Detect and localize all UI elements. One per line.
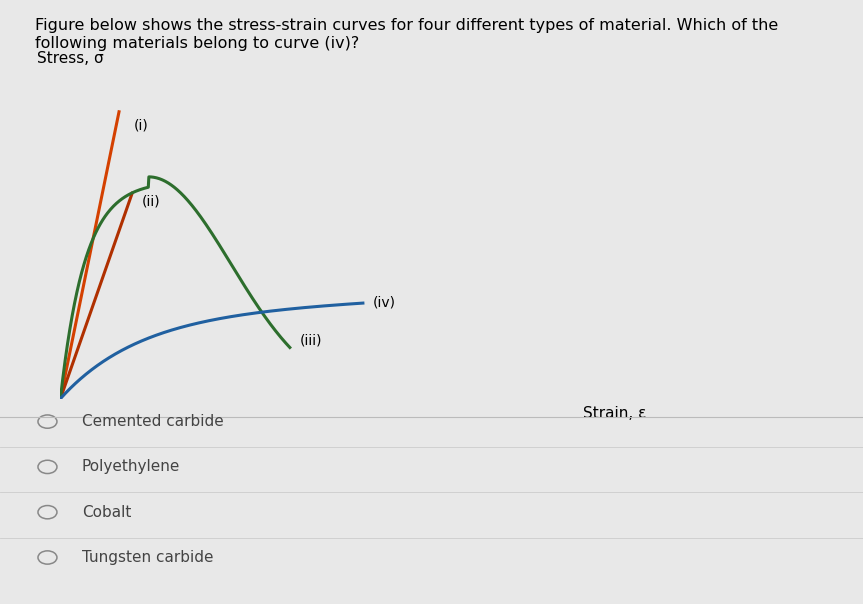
Text: Strain, ε: Strain, ε: [583, 406, 646, 421]
Text: Stress, σ: Stress, σ: [36, 51, 104, 66]
Text: (iii): (iii): [299, 333, 322, 347]
Text: Tungsten carbide: Tungsten carbide: [82, 550, 213, 565]
Text: (iv): (iv): [373, 295, 395, 309]
Text: (i): (i): [133, 119, 148, 133]
Text: Figure below shows the stress-strain curves for four different types of material: Figure below shows the stress-strain cur…: [35, 18, 778, 51]
Text: Polyethylene: Polyethylene: [82, 460, 180, 474]
Text: (ii): (ii): [142, 194, 161, 208]
Text: Cobalt: Cobalt: [82, 505, 131, 519]
Text: Cemented carbide: Cemented carbide: [82, 414, 224, 429]
